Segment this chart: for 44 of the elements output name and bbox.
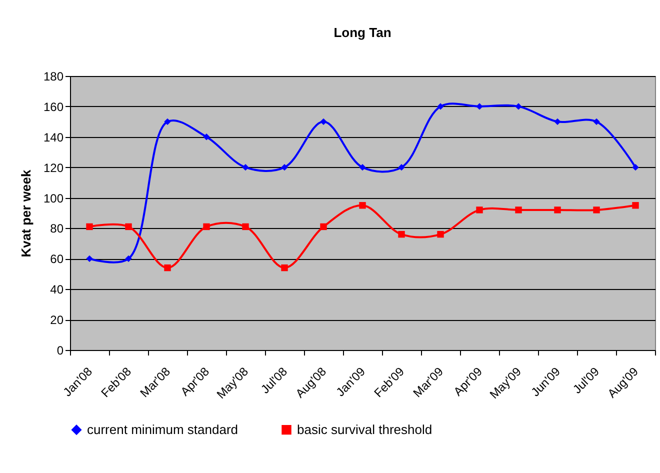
y-tick-label: 60 (50, 252, 64, 266)
point (242, 223, 249, 230)
point (164, 264, 171, 272)
y-tick-label: 80 (50, 222, 64, 236)
point (281, 264, 288, 272)
point (554, 118, 561, 126)
chart-title: Long Tan (334, 25, 392, 40)
point (515, 206, 522, 214)
y-tick-label: 120 (43, 160, 64, 175)
point (593, 206, 600, 214)
point (515, 103, 522, 110)
point (320, 118, 327, 126)
y-tick-label: 140 (43, 130, 64, 144)
y-tick-label: 160 (43, 100, 64, 114)
y-tick-label: 40 (50, 282, 64, 297)
point (242, 164, 249, 171)
point (203, 134, 210, 140)
point (398, 230, 405, 238)
legend-label: current minimum standard (87, 422, 238, 437)
point (125, 255, 132, 262)
point (398, 164, 405, 171)
point (86, 255, 93, 262)
y-tick-label: 180 (43, 70, 64, 84)
point (320, 223, 327, 230)
point (125, 223, 132, 230)
y-tick-label: 20 (50, 313, 64, 328)
legend-label: basic survival threshold (297, 422, 432, 437)
point (437, 230, 444, 238)
point (86, 223, 93, 230)
y-tick-label: 0 (56, 344, 64, 358)
point (476, 206, 483, 214)
y-tick-label: 100 (43, 191, 64, 206)
point (554, 206, 561, 214)
point (203, 223, 210, 230)
y-axis-title: Kvat per week (18, 169, 34, 258)
point (281, 164, 288, 171)
point (632, 164, 639, 171)
point (593, 118, 600, 126)
point (476, 103, 483, 110)
point (632, 202, 639, 209)
point (359, 164, 366, 171)
point (164, 118, 171, 126)
point (359, 202, 366, 209)
point (437, 103, 444, 110)
